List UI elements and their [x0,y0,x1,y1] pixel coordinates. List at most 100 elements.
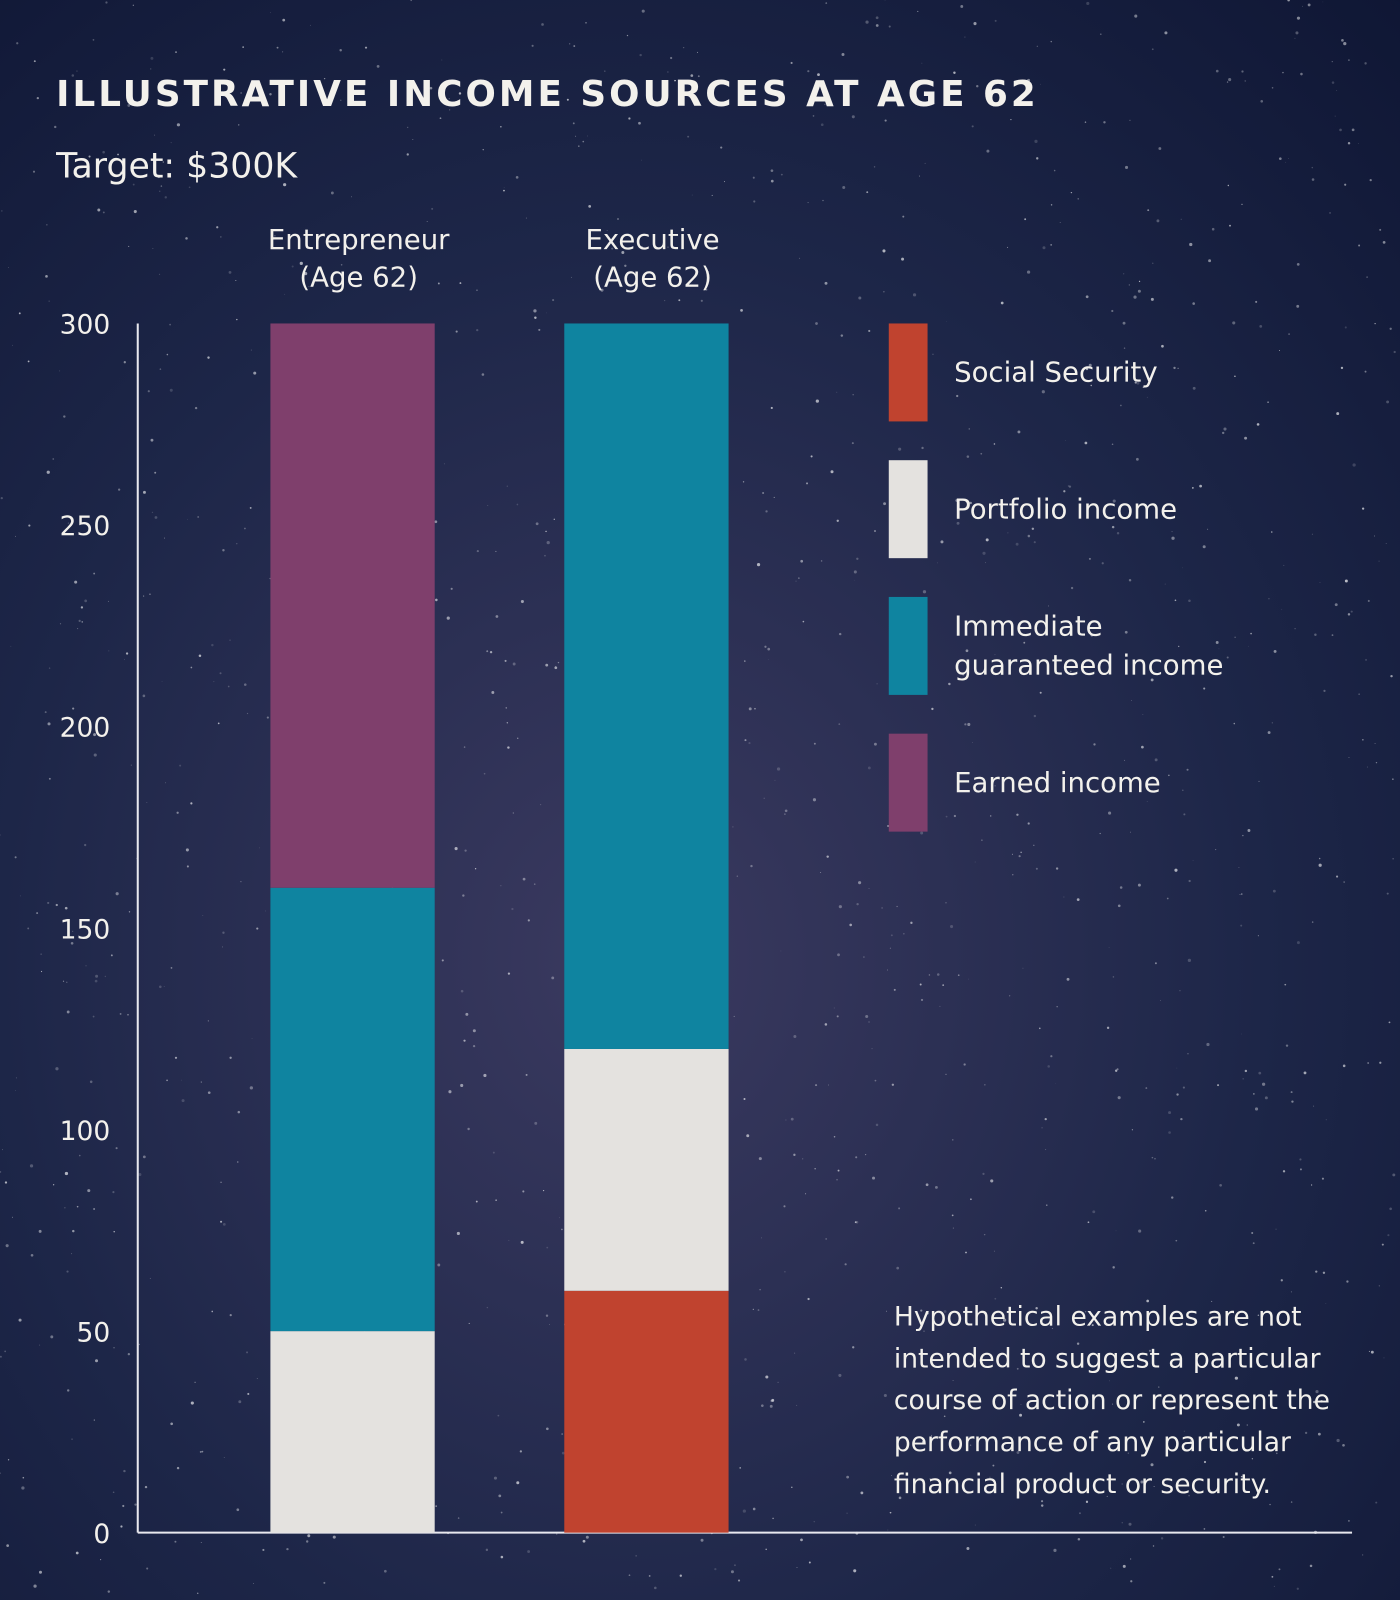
star [948,682,951,686]
star [561,1433,564,1435]
star [855,1156,858,1159]
star [1378,1285,1380,1287]
star [1374,743,1376,744]
star [896,905,898,908]
star [78,619,81,622]
star [800,559,804,563]
star [62,980,65,982]
star [256,1378,258,1379]
star [70,1253,73,1255]
star [746,1134,750,1138]
star [339,48,342,52]
star [587,135,589,137]
star [836,1015,839,1018]
star [489,650,493,654]
star [274,235,276,237]
star [1341,39,1344,42]
star [185,848,189,852]
star [52,458,55,460]
star [1121,1483,1123,1485]
star [838,632,842,636]
star [1199,484,1202,488]
star [1192,302,1195,305]
star [332,1535,336,1539]
star [559,1217,560,1219]
star [1116,1068,1119,1071]
star [1086,1,1090,6]
star [1186,768,1189,771]
star [533,309,537,313]
star [1180,1117,1183,1121]
star [765,1548,767,1551]
star [1146,396,1148,398]
star [641,159,642,161]
star [439,117,442,120]
star [923,1330,925,1332]
star [1108,811,1112,815]
star [1180,218,1182,220]
star [1147,209,1150,212]
star [190,1401,194,1405]
star [793,1035,797,1039]
star [286,1547,289,1551]
star [1176,1067,1178,1069]
star [667,71,669,73]
star [972,741,973,743]
star [146,1567,149,1570]
legend-swatch [888,596,928,695]
star [138,1343,141,1346]
star [525,1073,528,1076]
star [1125,165,1129,169]
star [791,1486,793,1488]
star [1295,31,1299,35]
star [533,883,536,885]
star [456,1231,460,1236]
star [693,89,695,91]
star [626,34,629,37]
star [1252,1242,1255,1245]
star [1241,1033,1243,1035]
star [1016,1367,1019,1370]
star [1121,1522,1123,1524]
star [1056,1006,1058,1008]
star [1241,70,1244,73]
star [47,901,50,905]
star [856,557,859,560]
star [883,1393,887,1398]
star [28,524,31,527]
star [459,282,462,284]
star [928,974,931,976]
footnote-line: intended to suggest a particular [894,1343,1321,1374]
star [64,1171,69,1176]
star [176,811,179,814]
star [458,92,462,95]
star [1275,1452,1278,1455]
star [1244,80,1246,82]
star [1336,412,1340,416]
star [765,510,768,513]
star [798,257,801,259]
star [1368,1350,1370,1352]
star [1115,1230,1117,1232]
star [1034,139,1038,143]
star [498,1494,502,1498]
star [460,989,464,993]
star [1008,995,1011,997]
star [1250,632,1252,635]
star [1035,867,1038,870]
star [724,181,726,183]
star [450,587,453,590]
star [1129,119,1131,121]
star [955,499,959,502]
star [1068,485,1072,488]
star [854,579,856,581]
star [638,121,641,125]
star [1281,609,1283,610]
star [1385,543,1387,544]
star [487,505,489,506]
star [1053,1548,1057,1552]
star [561,1228,563,1231]
star [932,353,934,356]
star [80,606,84,609]
